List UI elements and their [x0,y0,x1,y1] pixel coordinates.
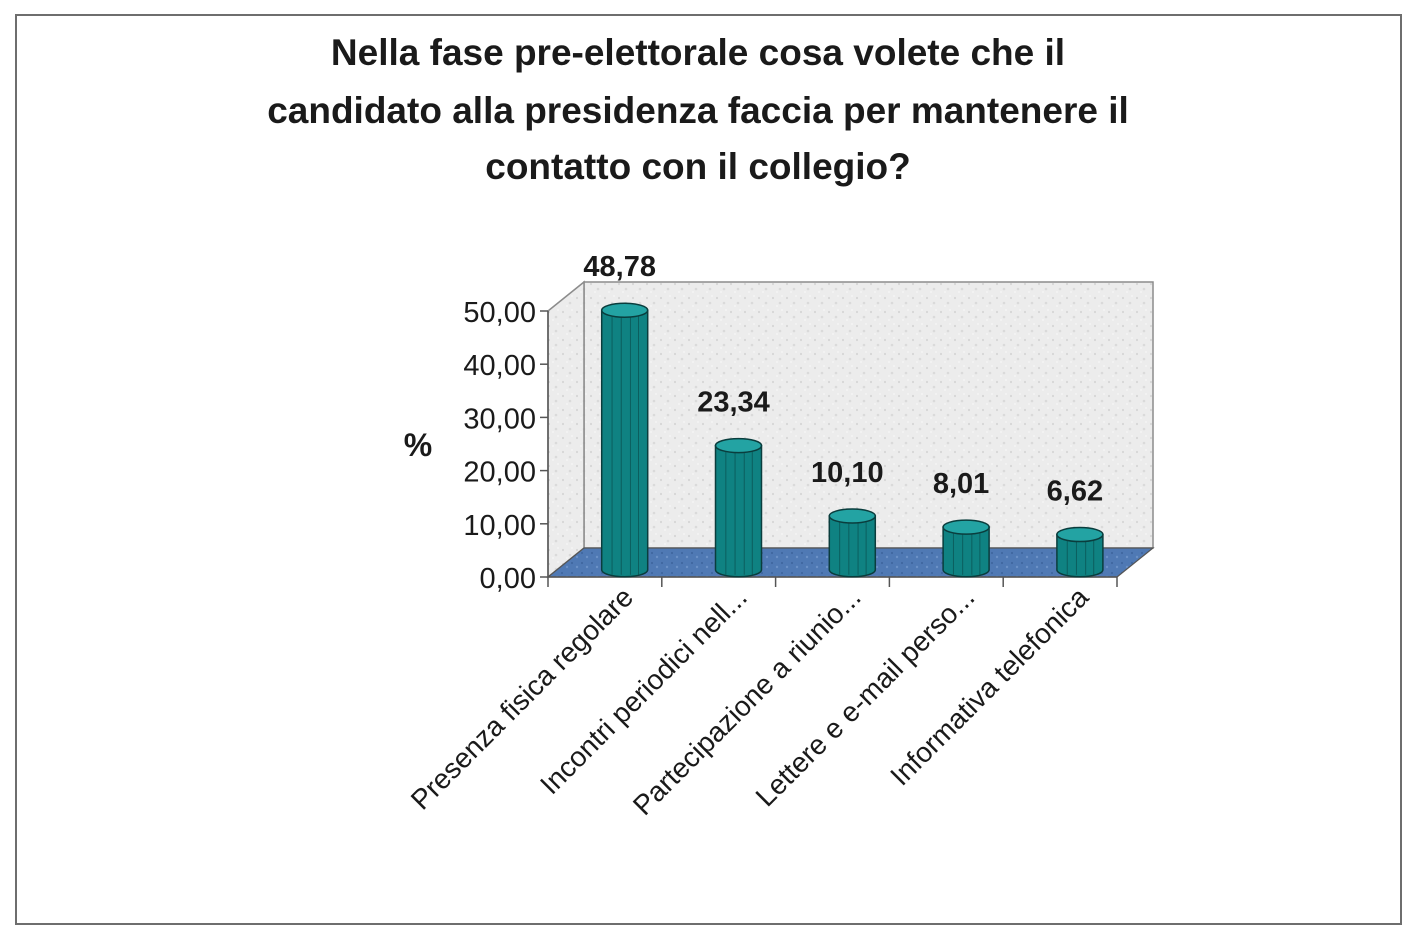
x-tick-label: Partecipazione a riunio... [627,581,867,821]
side-wall [547,280,585,579]
x-tick-label: Incontri periodici nell... [534,581,753,800]
back-wall [583,281,1154,549]
y-tick-label: 0,00 [480,563,536,595]
y-axis-label: % [404,427,432,463]
bar-body [942,526,990,578]
bar [828,508,877,578]
y-tick-label: 20,00 [463,457,536,489]
y-tick-label: 30,00 [463,403,536,435]
bar-value-label: 48,78 [583,251,656,283]
bar-body [600,309,649,578]
bar [942,519,990,578]
chart-title-line-2: candidato alla presidenza faccia per man… [267,90,1129,131]
x-tick-label: Informativa telefonica [884,581,1094,791]
bar-value-label: 10,10 [811,457,884,489]
bar-top [1056,526,1104,543]
bar-body [828,515,877,578]
x-tick-label: Presenza fisica regolare [405,581,639,815]
chart-title-line-1: Nella fase pre-elettorale cosa volete ch… [331,32,1065,73]
bar [1056,526,1104,578]
bar-value-label: 8,01 [933,468,989,500]
bar [714,437,763,578]
bar-top [600,302,649,318]
y-tick-label: 40,00 [463,350,536,382]
bar-top [714,437,763,454]
x-tick-label: Lettere e e-mail perso... [750,581,981,812]
chart-title-line-3: contatto con il collegio? [485,146,911,187]
bar-value-label: 6,62 [1047,476,1103,508]
bar-body [1056,533,1104,578]
bar-value-label: 23,34 [697,387,770,419]
bar-top [942,519,990,535]
y-tick-label: 10,00 [463,510,536,542]
y-tick-label: 50,00 [463,297,536,329]
bar [600,302,649,578]
bar-top [828,508,877,524]
bar-body [714,444,763,578]
